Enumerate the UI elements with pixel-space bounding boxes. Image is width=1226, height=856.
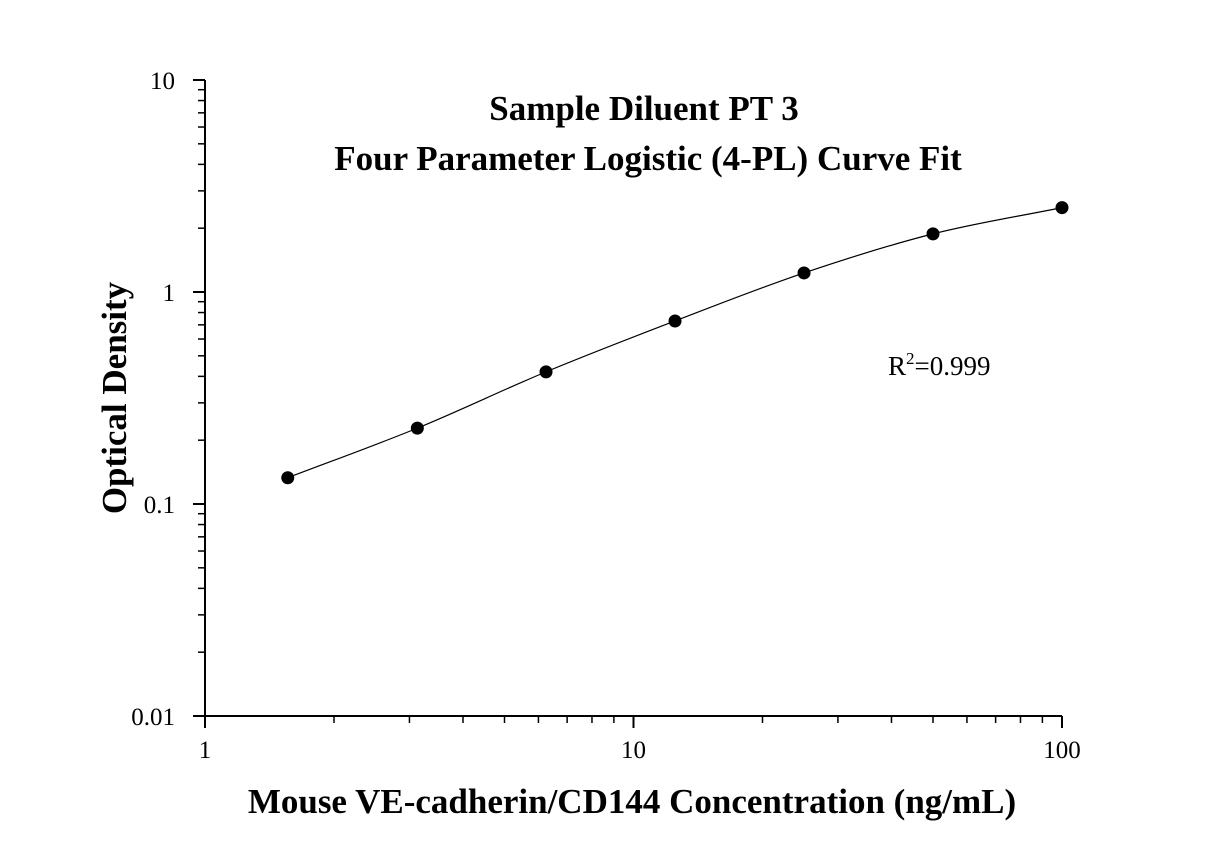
data-point [797,266,811,280]
chart-title-line-1: Sample Diluent PT 3 [489,89,799,128]
x-tick-label: 10 [621,737,646,764]
axis-ticks: 0.01 0.1 1 10 1 10 100 [131,68,1081,764]
data-point [281,471,295,485]
x-tick-label: 100 [1043,737,1081,764]
y-axis-label: Optical Density [95,281,134,514]
y-tick-label: 1 [163,280,176,307]
data-point [410,421,424,435]
x-axis-label: Mouse VE-cadherin/CD144 Concentration (n… [248,782,1016,821]
y-tick-label: 0.1 [144,492,175,519]
y-tick-label: 0.01 [131,704,175,731]
x-tick-label: 1 [199,737,212,764]
r-squared-annotation: R2=0.999 [888,349,991,381]
r-squared-base: R [888,351,906,381]
r-squared-value: =0.999 [915,351,991,381]
data-point [1055,201,1069,215]
chart-title-line-2: Four Parameter Logistic (4-PL) Curve Fit [334,139,962,178]
fit-curve-group [287,207,1063,479]
fit-curve [287,207,1063,479]
data-point [926,227,940,241]
data-point [539,365,553,379]
data-point [668,314,682,328]
y-tick-label: 10 [150,68,175,95]
r-squared-superscript: 2 [906,349,915,368]
data-points [281,201,1069,485]
